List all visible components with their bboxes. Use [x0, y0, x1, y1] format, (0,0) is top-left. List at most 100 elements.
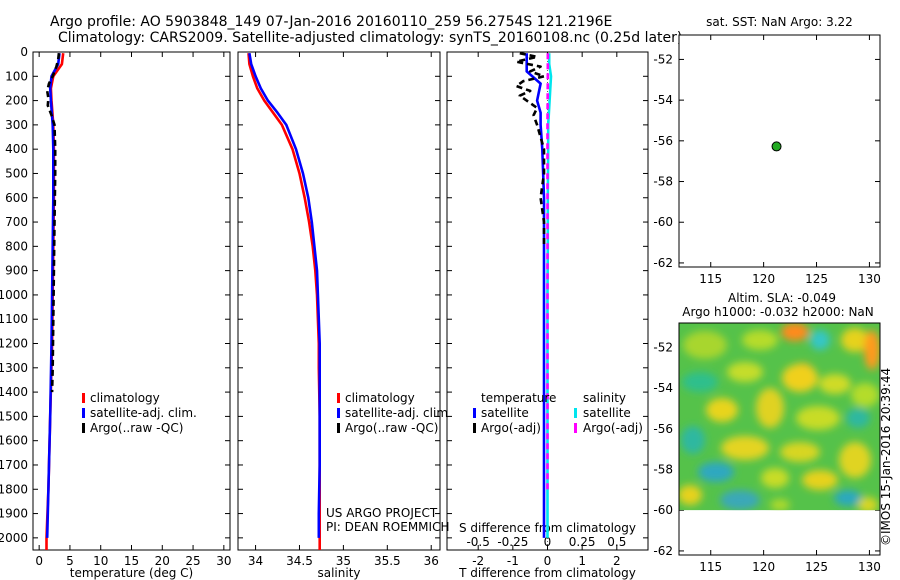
- temperature-panel-xtick-label: 10: [93, 554, 108, 568]
- figure-title-line1: Argo profile: AO 5903848_149 07-Jan-2016…: [50, 14, 612, 30]
- depth-tick-label: 600: [5, 191, 28, 205]
- location-map-frame: [678, 34, 881, 268]
- sla-map-ytick-label: -54: [653, 381, 673, 395]
- temperature-panel-xtick-label: 5: [66, 554, 74, 568]
- sla-anomaly-cell: [839, 442, 871, 478]
- argo-float-location: [771, 141, 782, 152]
- difference-panel-legend-title-temp: temperature: [481, 391, 556, 405]
- location-map-ytick-label: -58: [653, 175, 673, 189]
- difference-panel-legend-title-sal: salinity: [583, 391, 626, 405]
- sla-map-ytick-label: -56: [653, 422, 673, 436]
- difference-panel-legend-label-sal: Argo(-adj): [583, 421, 643, 435]
- temperature-panel-series-argo-raw-qc-: [45, 53, 61, 393]
- depth-tick-label: 1100: [0, 312, 28, 326]
- location-map-xtick-label: 125: [805, 272, 828, 286]
- sla-map-title-line2: Argo h1000: -0.032 h2000: NaN: [682, 305, 874, 319]
- depth-tick-label: 800: [5, 239, 28, 253]
- sla-anomaly-cell: [780, 442, 820, 462]
- figure-title-line2: Climatology: CARS2009. Satellite-adjuste…: [58, 30, 682, 46]
- sla-anomaly-cell: [706, 398, 738, 422]
- sla-anomaly-cell: [858, 497, 878, 511]
- difference-panel-xtick-label: -1: [507, 554, 519, 568]
- sla-anomaly-cell: [721, 436, 769, 460]
- difference-panel-legend-swatch: [473, 423, 476, 433]
- salinity-panel-legend-label: Argo(..raw -QC): [345, 421, 438, 435]
- depth-tick-label: 1700: [0, 458, 28, 472]
- temperature-panel-legend-swatch: [82, 423, 85, 433]
- salinity-panel-xtick-label: 36: [424, 554, 439, 568]
- depth-tick-label: 1300: [0, 361, 28, 375]
- sla-anomaly-cell: [681, 426, 705, 454]
- sla-anomaly-cell: [720, 490, 760, 510]
- temperature-panel-xtick-label: 0: [35, 554, 43, 568]
- difference-panel-stick-label: 0.5: [607, 535, 626, 549]
- depth-tick-label: 1400: [0, 385, 28, 399]
- difference-panel-xtick-label: 2: [613, 554, 621, 568]
- salinity-panel-legend-label: climatology: [345, 391, 415, 405]
- difference-panel-stick-label: -0.5: [466, 535, 489, 549]
- temperature-panel-legend-label: satellite-adj. clim.: [90, 406, 197, 420]
- salinity-panel-xtick-label: 35.5: [374, 554, 401, 568]
- sla-anomaly-cell: [802, 470, 838, 490]
- difference-panel-xtick-label: 1: [578, 554, 586, 568]
- difference-panel-legend-swatch: [574, 408, 577, 418]
- difference-panel-legend-label-temp: satellite: [481, 406, 529, 420]
- location-map-xtick-label: 120: [752, 272, 775, 286]
- sla-anomaly-cell: [679, 485, 702, 505]
- temperature-panel-legend-swatch: [82, 393, 85, 403]
- salinity-panel-xtick-label: 35: [336, 554, 351, 568]
- salinity-panel-legend-swatch: [337, 393, 340, 403]
- salinity-panel-legend-label: satellite-adj. clim.: [345, 406, 452, 420]
- depth-tick-label: 300: [5, 118, 28, 132]
- difference-panel-stick-label: -0.25: [497, 535, 528, 549]
- sla-anomaly-cell: [846, 408, 870, 428]
- sla-anomaly-cell: [841, 328, 869, 352]
- salinity-panel-xtick-label: 34.5: [286, 554, 313, 568]
- salinity-panel-xtick-label: 34: [248, 554, 263, 568]
- sla-anomaly-cell: [698, 462, 734, 482]
- depth-tick-label: 1000: [0, 288, 28, 302]
- temperature-panel-xtick-label: 20: [155, 554, 170, 568]
- sla-map-xtick-label: 130: [858, 560, 881, 574]
- sla-field-blobs: [679, 323, 880, 511]
- sla-map-xtick-label: 125: [805, 560, 828, 574]
- difference-panel-stick-label: 0.25: [569, 535, 596, 549]
- location-map-ytick-label: -54: [653, 93, 673, 107]
- salinity-panel-series-satellite-adj-clim-: [248, 52, 322, 538]
- depth-tick-label: 200: [5, 94, 28, 108]
- depth-tick-label: 1500: [0, 409, 28, 423]
- location-map-ytick-label: -62: [653, 256, 673, 270]
- location-map-xtick-label: 130: [858, 272, 881, 286]
- sla-field: [679, 323, 880, 511]
- depth-tick-label: 1900: [0, 507, 28, 521]
- sla-anomaly-cell: [682, 372, 718, 392]
- temperature-panel-xtick-label: 25: [185, 554, 200, 568]
- difference-panel-legend-label-temp: Argo(-adj): [481, 421, 541, 435]
- depth-tick-label: 100: [5, 69, 28, 83]
- sla-anomaly-cell: [770, 499, 790, 511]
- location-map-ytick-label: -60: [653, 215, 673, 229]
- sla-anomaly-cell: [851, 383, 879, 407]
- salinity-panel-xlabel: salinity: [317, 566, 360, 580]
- sla-anomaly-cell: [834, 490, 862, 506]
- location-map-ytick-label: -56: [653, 134, 673, 148]
- difference-panel-xtick-label: 0: [544, 554, 552, 568]
- difference-panel-series-t-argo-adj-: [514, 51, 546, 247]
- difference-panel-legend-label-sal: satellite: [583, 406, 631, 420]
- sla-map-ytick-label: -52: [653, 340, 673, 354]
- sla-anomaly-cell: [742, 330, 778, 350]
- depth-tick-label: 2000: [0, 531, 28, 545]
- depth-tick-label: 1800: [0, 482, 28, 496]
- salinity-panel-legend-swatch: [337, 423, 340, 433]
- sla-anomaly-cell: [781, 323, 809, 341]
- imos-watermark: ©IMOS 15-Jan-2016 20:39:44: [879, 368, 893, 546]
- temperature-panel-xtick-label: 15: [124, 554, 139, 568]
- plots-layer: 0100200300400500600700800900100011001200…: [0, 15, 881, 580]
- sla-anomaly-cell: [796, 406, 840, 430]
- difference-panel-xlabel: T difference from climatology: [458, 566, 636, 580]
- depth-tick-label: 900: [5, 264, 28, 278]
- salinity-panel-legend-swatch: [337, 408, 340, 418]
- sla-map-xtick-label: 120: [752, 560, 775, 574]
- sla-map-ytick-label: -62: [653, 544, 673, 558]
